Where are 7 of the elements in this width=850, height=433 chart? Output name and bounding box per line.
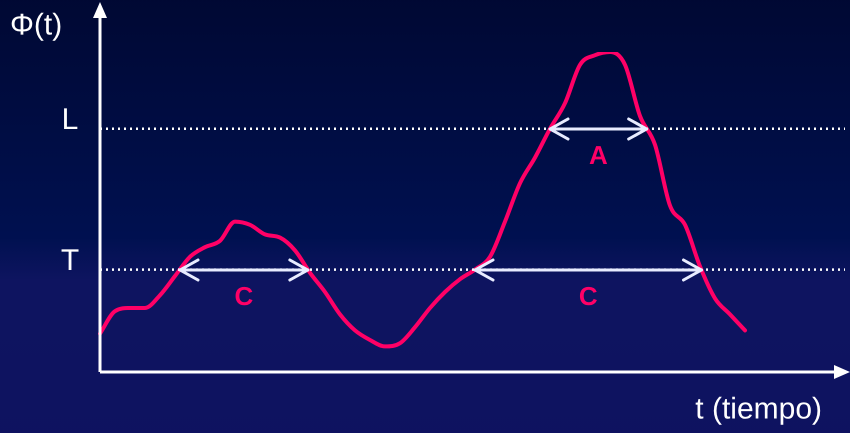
annotation: C bbox=[234, 280, 254, 311]
y-axis-title: Φ(t) bbox=[10, 8, 62, 42]
annotation: C bbox=[578, 280, 598, 311]
ref-line-label: L bbox=[62, 103, 78, 136]
annotation: A bbox=[588, 140, 608, 170]
ref-line-label: T bbox=[60, 244, 80, 277]
x-axis-title: t (tiempo) bbox=[695, 392, 822, 426]
